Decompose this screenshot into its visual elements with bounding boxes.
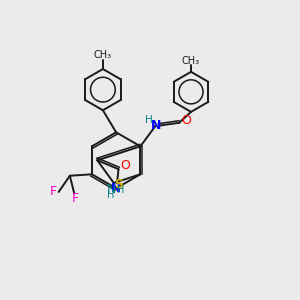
Text: CH₃: CH₃ bbox=[182, 56, 200, 66]
Text: N: N bbox=[106, 183, 116, 196]
Text: S: S bbox=[115, 178, 124, 191]
Text: N: N bbox=[151, 119, 161, 132]
Text: H: H bbox=[117, 185, 124, 195]
Text: H: H bbox=[107, 190, 115, 200]
Text: O: O bbox=[181, 114, 190, 127]
Text: N: N bbox=[111, 182, 121, 195]
Text: F: F bbox=[50, 185, 57, 199]
Text: H: H bbox=[145, 116, 153, 125]
Text: F: F bbox=[72, 192, 79, 205]
Text: O: O bbox=[120, 159, 130, 172]
Text: CH₃: CH₃ bbox=[94, 50, 112, 61]
